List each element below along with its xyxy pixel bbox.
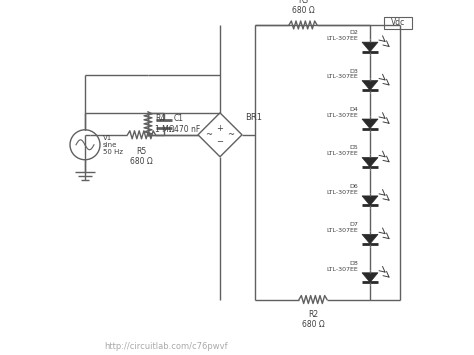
Text: D8
LTL-307EE: D8 LTL-307EE xyxy=(326,261,358,272)
Text: R5
680 Ω: R5 680 Ω xyxy=(130,147,153,166)
Polygon shape xyxy=(362,42,378,52)
Text: −: − xyxy=(217,137,224,146)
Polygon shape xyxy=(362,273,378,282)
Text: D4
LTL-307EE: D4 LTL-307EE xyxy=(326,107,358,118)
Polygon shape xyxy=(362,81,378,90)
Text: ~: ~ xyxy=(206,130,212,139)
Polygon shape xyxy=(362,196,378,206)
FancyBboxPatch shape xyxy=(384,17,412,29)
Text: R3
680 Ω: R3 680 Ω xyxy=(292,0,314,15)
Text: D7
LTL-307EE: D7 LTL-307EE xyxy=(326,222,358,233)
Polygon shape xyxy=(362,158,378,167)
Text: Vdc: Vdc xyxy=(391,18,405,27)
Text: +: + xyxy=(217,124,223,133)
Text: D2
LTL-307EE: D2 LTL-307EE xyxy=(326,30,358,41)
Text: D6
LTL-307EE: D6 LTL-307EE xyxy=(326,184,358,195)
Text: R4
1 MΩ: R4 1 MΩ xyxy=(155,114,174,133)
Polygon shape xyxy=(362,119,378,129)
Text: ~: ~ xyxy=(228,130,235,139)
Text: —W—H—LAB: —W—H—LAB xyxy=(9,340,64,350)
Text: BR1: BR1 xyxy=(245,113,262,122)
Text: R2
680 Ω: R2 680 Ω xyxy=(301,310,324,329)
Text: http://circuitlab.com/c76pwvf: http://circuitlab.com/c76pwvf xyxy=(104,342,228,351)
Text: D3
LTL-307EE: D3 LTL-307EE xyxy=(326,69,358,80)
Text: D5
LTL-307EE: D5 LTL-307EE xyxy=(326,146,358,156)
Text: CIRCUIT: CIRCUIT xyxy=(9,324,56,334)
Text: V1
sine
50 Hz: V1 sine 50 Hz xyxy=(103,135,123,155)
Text: k.rajnikant / My LED bulb: k.rajnikant / My LED bulb xyxy=(104,324,244,334)
Text: C1
470 nF: C1 470 nF xyxy=(174,114,200,133)
Polygon shape xyxy=(362,234,378,244)
